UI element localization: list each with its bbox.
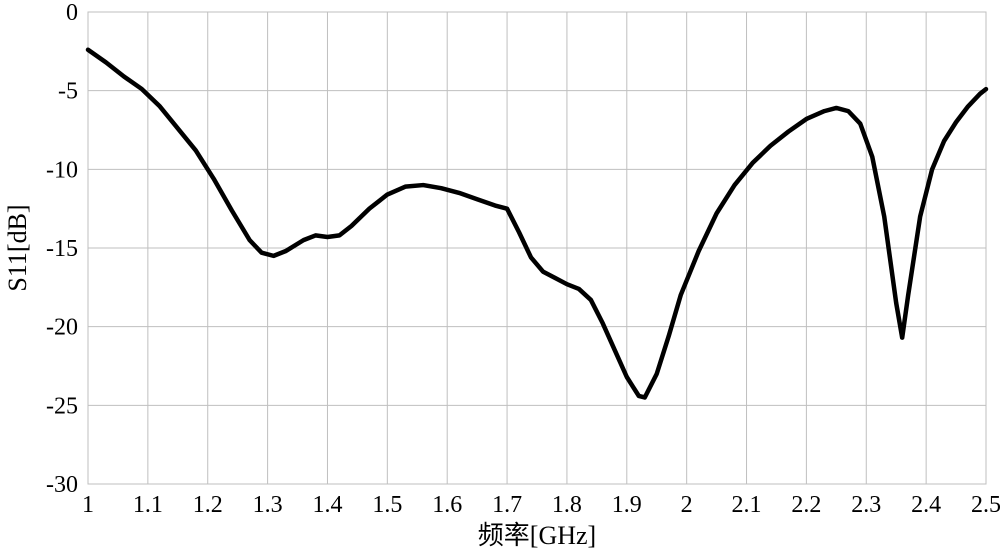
x-tick-label: 2.1 [732, 492, 762, 518]
s11-chart: 1 1.1 1.2 1.3 1.4 1.5 1.6 1.7 1.8 1.9 2 2.1 2.2 2.3 2.… [0, 0, 1000, 551]
x-tick-label: 2.4 [911, 492, 941, 518]
y-tick-label: -30 [46, 472, 78, 498]
x-tick-label: 1.1 [133, 492, 163, 518]
x-tick-label: 1.6 [432, 492, 462, 518]
x-tick-label: 1.2 [193, 492, 223, 518]
y-tick-label: -15 [46, 236, 78, 262]
y-tick-label: -20 [46, 315, 78, 341]
x-tick-label: 1.5 [372, 492, 402, 518]
y-axis-title: S11[dB] [3, 204, 32, 291]
y-tick-label: 0 [66, 0, 78, 26]
x-tick-label: 2 [681, 492, 693, 518]
x-tick-label: 1.4 [312, 492, 342, 518]
x-tick-label: 1.9 [612, 492, 642, 518]
x-tick-label: 1.7 [492, 492, 522, 518]
x-tick-label: 2.3 [851, 492, 881, 518]
x-tick-label: 1 [82, 492, 94, 518]
chart-svg: 1 1.1 1.2 1.3 1.4 1.5 1.6 1.7 1.8 1.9 2 2.1 2.2 2.3 2.… [0, 0, 1000, 551]
y-tick-label: -10 [46, 157, 78, 183]
x-tick-label: 2.5 [971, 492, 1000, 518]
x-tick-label: 1.3 [253, 492, 283, 518]
y-tick-label: -5 [58, 79, 78, 105]
x-axis-title: 频率[GHz] [478, 521, 596, 550]
x-tick-label: 1.8 [552, 492, 582, 518]
x-tick-label: 2.2 [791, 492, 821, 518]
y-tick-label: -25 [46, 393, 78, 419]
